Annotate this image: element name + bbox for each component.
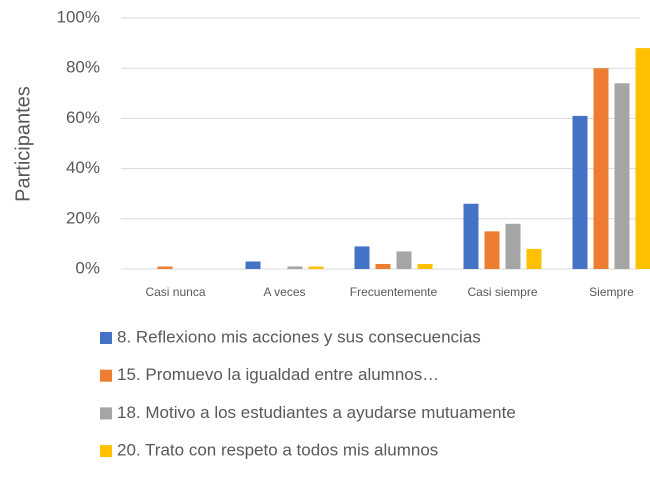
legend-swatch (100, 369, 112, 382)
x-tick-label: Casi siempre (467, 285, 537, 299)
legend-label: 8. Reflexiono mis acciones y sus consecu… (117, 327, 481, 346)
x-tick-label: Siempre (589, 285, 634, 299)
bar (572, 115, 588, 269)
bar (484, 231, 500, 269)
x-tick-label: Frecuentemente (350, 285, 438, 299)
bar (463, 203, 479, 269)
bar (593, 68, 609, 269)
bar (635, 48, 650, 270)
bar (287, 266, 303, 269)
bar (614, 83, 630, 269)
bar (375, 263, 391, 269)
x-tick-label: Casi nunca (145, 285, 205, 299)
bar (308, 266, 324, 269)
bar (245, 261, 261, 269)
x-tick-label: A veces (263, 285, 305, 299)
y-tick-label: 0% (75, 258, 100, 277)
y-tick-label: 100% (57, 7, 100, 26)
legend-label: 20. Trato con respeto a todos mis alumno… (117, 441, 438, 460)
bar (157, 266, 173, 269)
legend-swatch (100, 332, 112, 344)
y-tick-label: 80% (66, 58, 100, 77)
bar (396, 251, 412, 269)
legend-swatch (100, 407, 112, 420)
legend-label: 18. Motivo a los estudiantes a ayudarse … (117, 403, 516, 422)
y-tick-label: 20% (66, 208, 100, 227)
y-tick-label: 40% (66, 158, 100, 177)
bar (505, 223, 521, 269)
legend-label: 15. Promuevo la igualdad entre alumnos… (117, 365, 439, 384)
y-tick-label: 60% (66, 108, 100, 127)
legend-swatch (100, 445, 112, 458)
bar (417, 263, 433, 269)
bar (526, 248, 542, 269)
bar (354, 246, 370, 269)
y-axis-label: Participantes (12, 86, 34, 202)
